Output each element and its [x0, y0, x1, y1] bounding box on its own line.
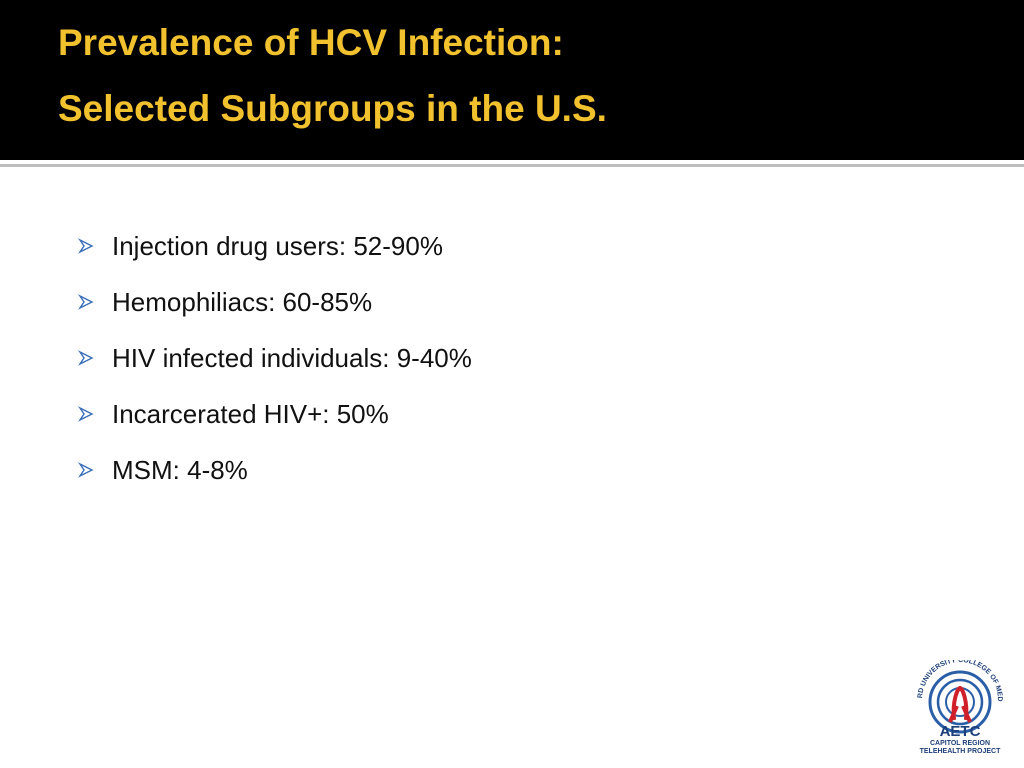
- bullet-arrow: [78, 462, 94, 478]
- logo-line: CAPITOL REGION: [930, 740, 990, 747]
- logo-name: AETC: [940, 723, 981, 740]
- logo: HOWARD UNIVERSITY COLLEGE OF MEDICINE AE…: [900, 660, 1003, 755]
- bullet-item: Injection drug users: 52-90%: [78, 218, 472, 274]
- bullet-arrow: [78, 350, 94, 366]
- bullet-text: Hemophiliacs: 60-85%: [112, 286, 373, 317]
- ribbon: [948, 685, 972, 723]
- logo-ring: [928, 670, 992, 734]
- bullet-item: MSM: 4-8%: [78, 442, 472, 498]
- logo-ring: [945, 687, 975, 717]
- logo-ring: [936, 678, 984, 726]
- bullet-list: Injection drug users: 52-90% Hemophiliacs…: [78, 218, 472, 498]
- bullet-text: Incarcerated HIV+: 50%: [112, 398, 389, 429]
- bullet-item: Incarcerated HIV+: 50%: [78, 386, 472, 442]
- bullet-item: Hemophiliacs: 60-85%: [78, 274, 472, 330]
- logo-line: TELEHEALTH PROJECT: [920, 748, 1001, 755]
- divider: [0, 164, 1024, 167]
- bullet-arrow: [78, 238, 94, 254]
- bullet-text: MSM: 4-8%: [112, 454, 248, 485]
- title-line: Prevalence of HCV Infection:: [58, 22, 564, 63]
- bullet-arrow: [78, 406, 94, 422]
- title-line: Selected Subgroups in the U.S.: [58, 88, 607, 129]
- bullet-item: HIV infected individuals: 9-40%: [78, 330, 472, 386]
- bullet-text: Injection drug users: 52-90%: [112, 230, 443, 261]
- bullet-arrow: [78, 294, 94, 310]
- header: Prevalence of HCV Infection: Selected Su…: [0, 0, 1024, 160]
- bullet-text: HIV infected individuals: 9-40%: [112, 342, 472, 373]
